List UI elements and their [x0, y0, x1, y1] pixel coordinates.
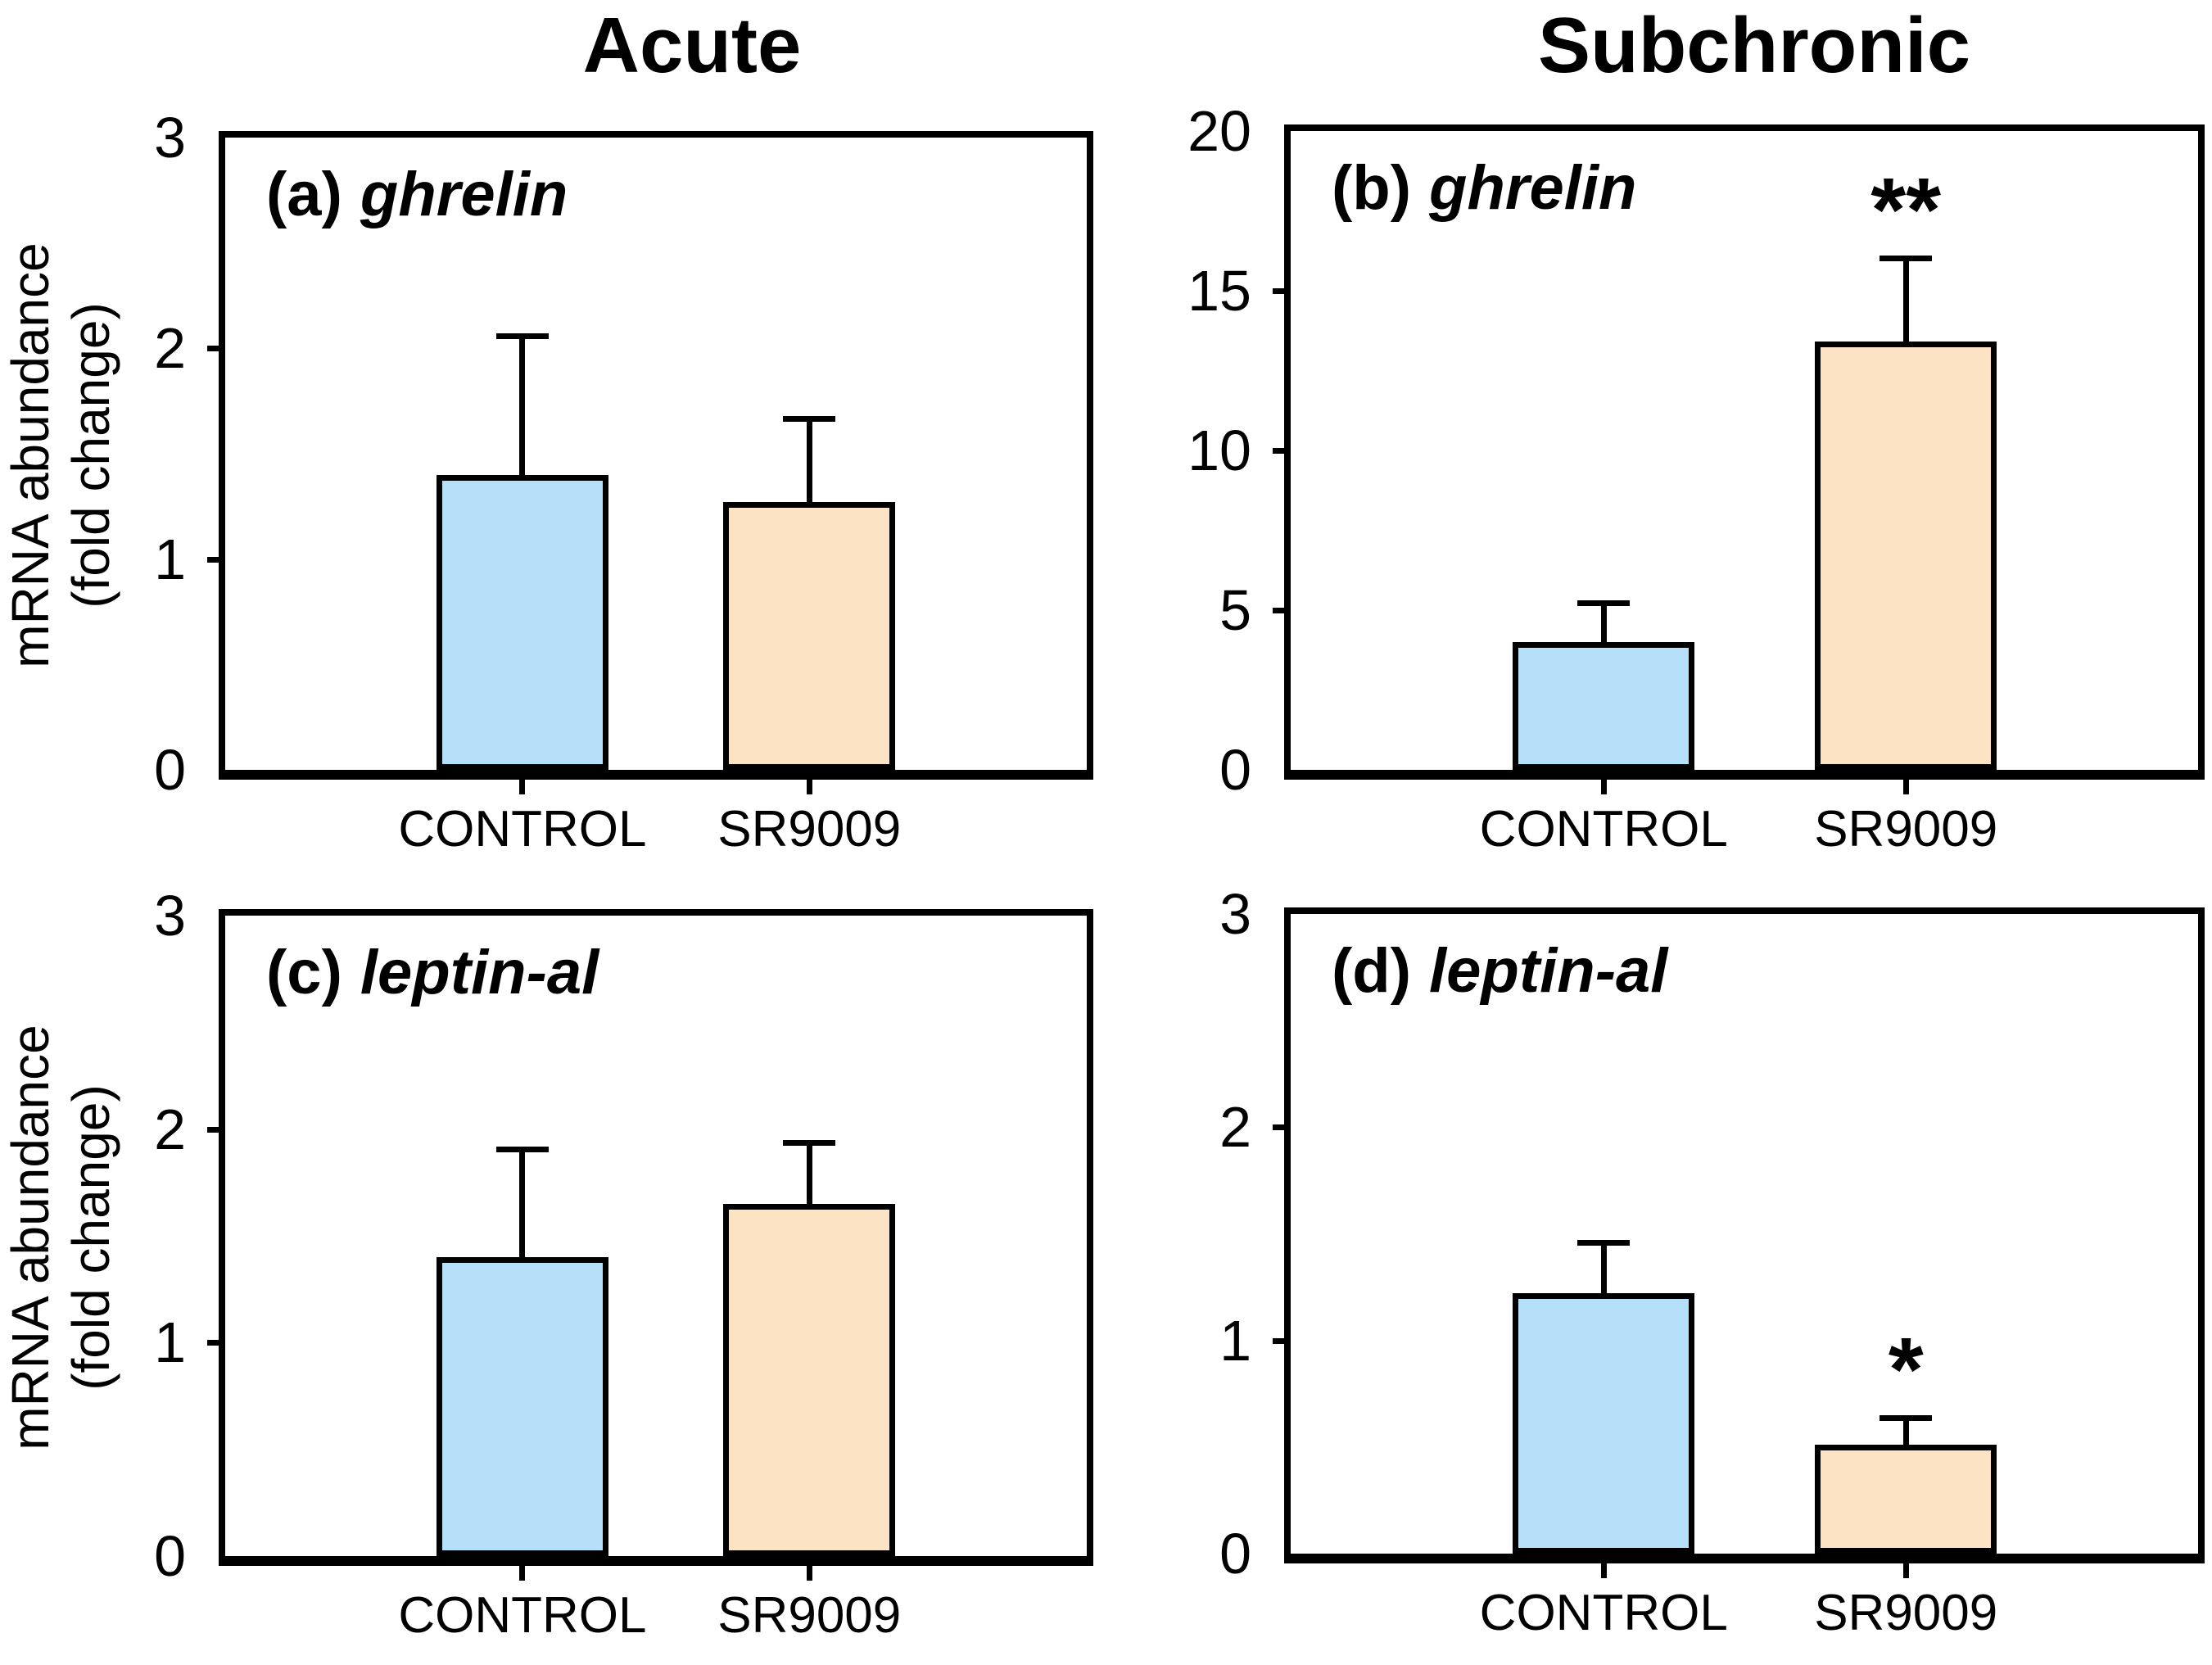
column-title-acute: Acute	[582, 2, 802, 89]
bar-control	[436, 1257, 609, 1556]
bar-control	[1513, 1293, 1695, 1554]
error-bar-cap	[1577, 600, 1631, 607]
y-tick	[1273, 288, 1284, 294]
x-tick	[1902, 780, 1909, 794]
bar-sr9009	[723, 1203, 896, 1556]
gene-label: ghrelin	[360, 160, 568, 229]
error-bar	[1600, 600, 1607, 644]
panel-label-b: (b) ghrelin	[1332, 157, 1636, 219]
y-tick	[207, 1340, 219, 1346]
y-tick-label: 10	[1187, 419, 1251, 482]
x-category-label: SR9009	[717, 1587, 902, 1644]
x-tick	[1600, 780, 1607, 794]
y-tick-label: 15	[1187, 259, 1251, 323]
error-bar-cap	[495, 333, 549, 340]
error-bar	[1600, 1240, 1607, 1296]
error-bar-cap	[495, 1146, 549, 1152]
x-tick	[519, 780, 526, 794]
error-bar	[1902, 256, 1909, 344]
error-bar-cap	[1577, 1240, 1631, 1246]
column-title-subchronic: Subchronic	[1537, 2, 1971, 89]
significance-asterisks: *	[1888, 1319, 1924, 1420]
y-tick-label: 3	[1219, 882, 1251, 946]
bar-control	[1513, 642, 1695, 770]
panel-c-plot: (c) leptin-al 0 1 2 3 CONTROL SR9009	[154, 887, 1093, 1643]
panel-letter: (b)	[1332, 153, 1412, 223]
panel-a-plot: (a) ghrelin 0 1 2 3 CONTROL SR9009	[154, 109, 1093, 857]
x-tick	[806, 1566, 812, 1581]
y-tick-label: 0	[1219, 738, 1251, 802]
panel-letter: (a)	[266, 160, 342, 229]
y-tick-label: 1	[154, 527, 186, 591]
y-tick	[1273, 448, 1284, 454]
gene-label: leptin-al	[360, 938, 599, 1007]
y-tick	[1273, 1337, 1284, 1344]
x-category-label: CONTROL	[1479, 801, 1728, 857]
panel-label-c: (c) leptin-al	[266, 942, 599, 1004]
x-category-label: SR9009	[717, 801, 902, 857]
bar-sr9009	[1815, 342, 1997, 770]
x-tick	[519, 1566, 526, 1581]
error-bar-cap	[1880, 1414, 1933, 1421]
error-bar-cap	[783, 1139, 836, 1146]
panel-d-plot: (d) leptin-al 0 1 2 3 CONTROL SR9009 *	[1219, 885, 2205, 1640]
y-axis-label-line1: mRNA abundance	[1, 242, 60, 668]
y-axis-label-line1: mRNA abundance	[1, 1025, 60, 1450]
y-tick-label: 1	[154, 1310, 186, 1375]
y-axis-label-row1: mRNA abundance (fold change)	[0, 169, 131, 742]
x-category-label: SR9009	[1814, 1585, 1998, 1641]
y-tick-label: 2	[154, 316, 186, 381]
y-tick	[1273, 1124, 1284, 1131]
panel-label-a: (a) ghrelin	[266, 164, 568, 226]
panel-b-plot: (b) ghrelin 0 5 10 15 20 CONTROL SR9009 **	[1187, 102, 2205, 857]
y-tick	[207, 1126, 219, 1133]
panel-label-d: (d) leptin-al	[1332, 940, 1667, 1002]
y-tick-label: 3	[154, 106, 186, 170]
y-tick-label: 1	[1219, 1308, 1251, 1373]
gene-label: leptin-al	[1429, 936, 1668, 1006]
error-bar-cap	[1880, 256, 1933, 262]
y-axis-label-row2: mRNA abundance (fold change)	[0, 951, 131, 1524]
x-tick	[1902, 1563, 1909, 1578]
x-category-label: SR9009	[1814, 801, 1998, 857]
x-tick	[806, 780, 812, 794]
bar-control	[436, 474, 609, 770]
gene-label: ghrelin	[1429, 153, 1637, 223]
error-bar	[519, 333, 526, 477]
y-tick-label: 0	[154, 1524, 186, 1588]
error-bar	[1902, 1414, 1909, 1447]
panel-letter: (c)	[266, 938, 342, 1007]
y-axis-label-line2: (fold change)	[61, 1084, 121, 1391]
y-tick-label: 3	[154, 884, 186, 948]
bar-sr9009	[1815, 1445, 1997, 1554]
significance-asterisks: **	[1870, 159, 1942, 260]
x-tick	[1600, 1563, 1607, 1578]
x-category-label: CONTROL	[398, 801, 647, 857]
y-axis-label-line2: (fold change)	[61, 302, 121, 609]
y-tick-label: 20	[1187, 99, 1251, 163]
error-bar	[519, 1146, 526, 1260]
y-tick	[207, 556, 219, 563]
error-bar	[806, 1139, 812, 1206]
x-category-label: CONTROL	[398, 1587, 647, 1644]
y-tick-label: 0	[1219, 1522, 1251, 1586]
y-tick-label: 5	[1219, 578, 1251, 642]
error-bar	[806, 415, 812, 504]
y-tick	[207, 346, 219, 352]
y-tick-label: 2	[1219, 1095, 1251, 1160]
y-tick-label: 0	[154, 738, 186, 802]
bar-sr9009	[723, 502, 896, 770]
y-tick-label: 2	[154, 1097, 186, 1161]
y-tick	[1273, 608, 1284, 613]
error-bar-cap	[783, 415, 836, 422]
panel-letter: (d)	[1332, 936, 1412, 1006]
x-category-label: CONTROL	[1479, 1585, 1728, 1641]
